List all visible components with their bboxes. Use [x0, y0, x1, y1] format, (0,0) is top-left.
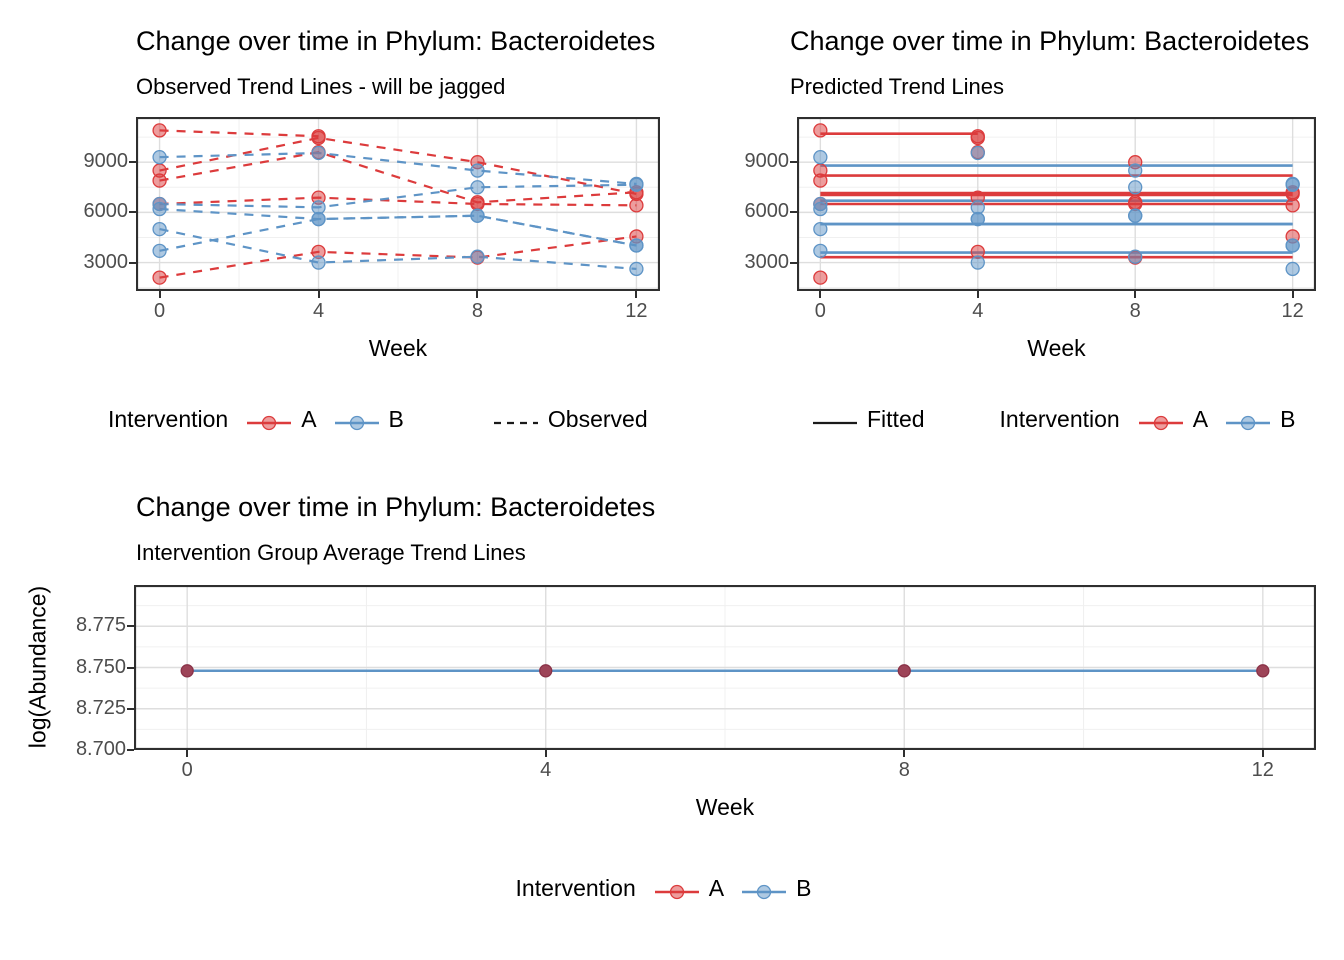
average-plot-subtitle: Intervention Group Average Trend Lines [136, 540, 526, 565]
legend-label-b: B [796, 875, 812, 901]
x-tick-mark [976, 291, 979, 298]
legend-key-b-icon [1225, 411, 1271, 430]
legend-label-a: A [1192, 406, 1209, 432]
x-tick-mark [317, 291, 320, 298]
legend-title: Intervention [515, 875, 636, 901]
average-plot-title: Change over time in Phylum: Bacteroidete… [136, 492, 656, 522]
legend-key-b-icon [741, 880, 787, 899]
legend-key-observed-icon [493, 411, 539, 429]
observed-plot-title: Change over time in Phylum: Bacteroidete… [136, 26, 656, 56]
fitted-legend: Fitted Intervention A B [812, 406, 1312, 433]
x-tick-label: 8 [898, 759, 910, 781]
y-tick-label: 8.750 [75, 655, 126, 678]
fitted-x-axis-title: Week [1027, 335, 1086, 361]
average-legend: Intervention A B [0, 875, 1344, 902]
x-tick-label: 12 [625, 300, 648, 322]
observed-plot: Change over time in Phylum: Bacteroidete… [0, 0, 672, 470]
x-tick-label: 12 [1281, 300, 1304, 322]
observed-legend: Intervention A B Observed [108, 406, 665, 433]
legend-key-b-icon [334, 411, 380, 430]
x-tick-mark [635, 291, 638, 298]
x-tick-label: 0 [181, 759, 193, 781]
legend-key-a-icon [654, 880, 700, 899]
observed-x-axis-title: Week [368, 335, 428, 361]
x-tick-label: 8 [471, 300, 484, 322]
y-tick-mark [129, 261, 136, 264]
y-tick-mark [127, 749, 134, 751]
average-plot-panel [133, 584, 1317, 751]
observed-plot-panel [135, 116, 661, 292]
x-tick-label: 12 [1251, 759, 1274, 781]
x-tick-label: 8 [1129, 300, 1141, 322]
legend-key-a-icon [1138, 411, 1184, 430]
legend-title: Intervention [999, 406, 1120, 432]
x-tick-mark [1261, 750, 1264, 757]
observed-chart-svg [135, 116, 661, 292]
y-tick-label: 9000 [83, 150, 129, 173]
average-x-axis-title: Week [695, 794, 755, 820]
x-tick-mark [158, 291, 161, 298]
legend-title: Intervention [108, 406, 229, 432]
y-tick-label: 3000 [744, 250, 790, 273]
x-tick-label: 0 [814, 300, 826, 322]
y-tick-label: 9000 [744, 150, 790, 173]
average-chart-svg [133, 584, 1317, 751]
average-y-axis-title: log(Abundance) [24, 585, 51, 749]
x-tick-label: 4 [312, 300, 325, 322]
fitted-plot-title: Change over time in Phylum: Bacteroidete… [790, 26, 1310, 56]
legend-key-a-icon [246, 411, 292, 430]
x-tick-mark [1134, 291, 1137, 298]
legend-label-fitted: Fitted [867, 406, 925, 432]
y-tick-mark [790, 161, 797, 164]
x-tick-label: 4 [972, 300, 984, 322]
legend-label-b: B [388, 406, 404, 432]
x-tick-mark [186, 750, 189, 757]
y-tick-label: 6000 [744, 200, 790, 223]
legend-label-b: B [1280, 406, 1296, 432]
y-tick-label: 8.700 [75, 738, 126, 760]
y-tick-label: 8.775 [75, 614, 126, 637]
y-tick-mark [127, 666, 134, 669]
y-tick-mark [129, 211, 136, 214]
legend-label-observed: Observed [547, 406, 648, 432]
y-tick-label: 6000 [83, 200, 129, 223]
y-tick-mark [790, 211, 797, 214]
y-tick-mark [127, 707, 134, 710]
fitted-plot: Change over time in Phylum: Bacteroidete… [672, 0, 1344, 470]
y-tick-label: 3000 [83, 250, 129, 273]
legend-label-a: A [301, 406, 317, 432]
x-tick-label: 0 [154, 300, 166, 322]
y-tick-mark [129, 161, 136, 164]
x-tick-mark [544, 750, 547, 757]
legend-key-fitted-icon [812, 411, 858, 429]
fitted-plot-panel [796, 116, 1317, 292]
fitted-plot-subtitle: Predicted Trend Lines [790, 74, 1005, 99]
average-plot: Change over time in Phylum: Bacteroidete… [0, 470, 1344, 960]
y-tick-mark [127, 625, 134, 628]
x-tick-mark [903, 750, 906, 757]
legend-label-a: A [708, 875, 725, 901]
observed-plot-subtitle: Observed Trend Lines - will be jagged [136, 74, 506, 99]
x-tick-label: 4 [540, 759, 552, 781]
x-tick-mark [819, 291, 822, 298]
y-tick-mark [790, 261, 797, 264]
x-tick-mark [476, 291, 479, 298]
x-tick-mark [1291, 291, 1294, 298]
fitted-chart-svg [796, 116, 1317, 292]
y-tick-label: 8.725 [75, 696, 126, 719]
